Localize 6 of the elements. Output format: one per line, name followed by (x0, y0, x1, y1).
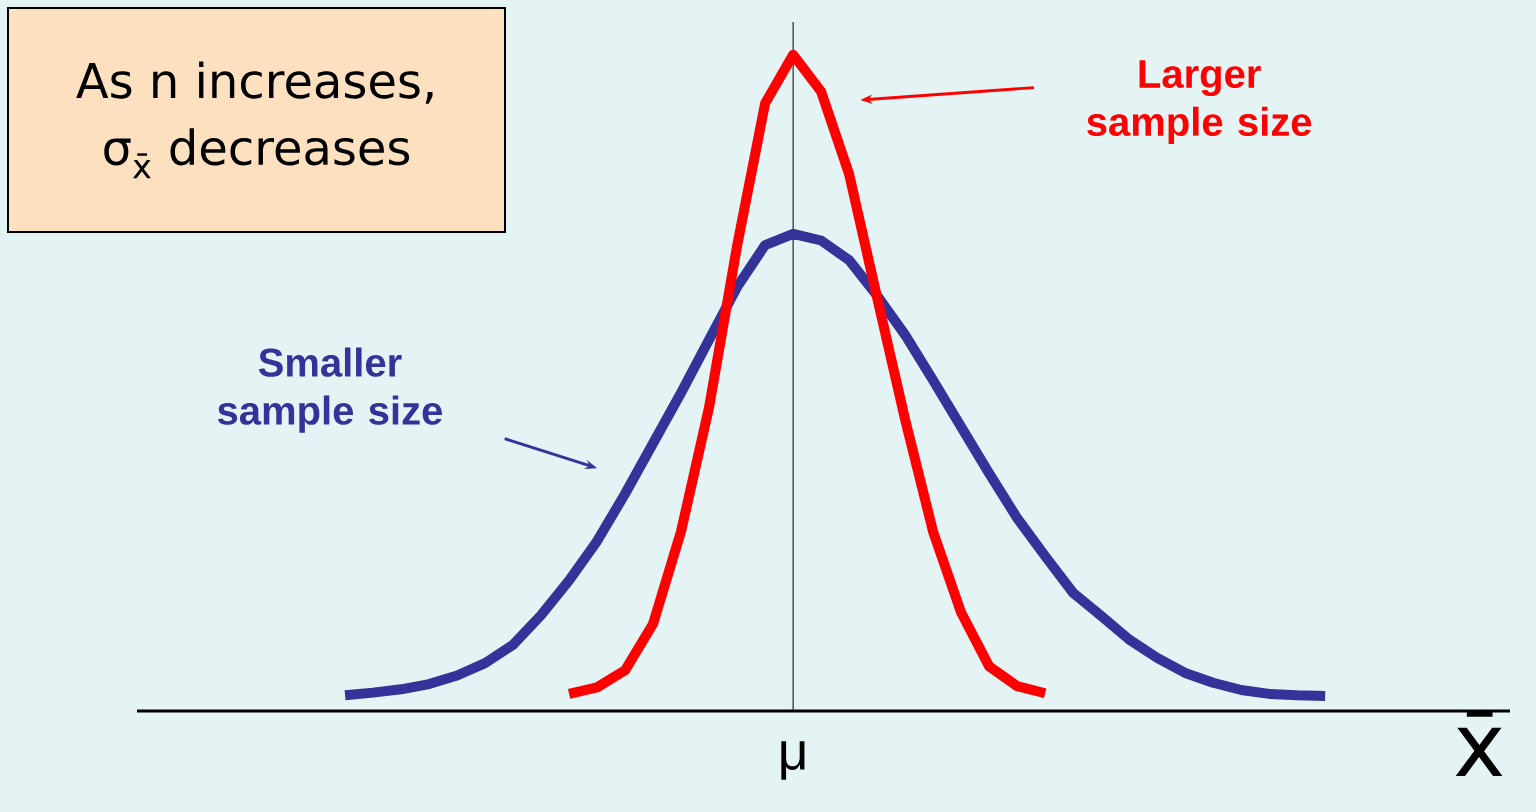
text: Smaller sample size (217, 347, 442, 433)
annotation: As n increases, (76, 61, 433, 104)
text: Larger sample size (1087, 60, 1312, 144)
annotation: σ$_{x̄}$ decreases (104, 128, 410, 179)
text: μ (781, 741, 805, 780)
x-axis-title: x̄ (1455, 710, 1503, 776)
